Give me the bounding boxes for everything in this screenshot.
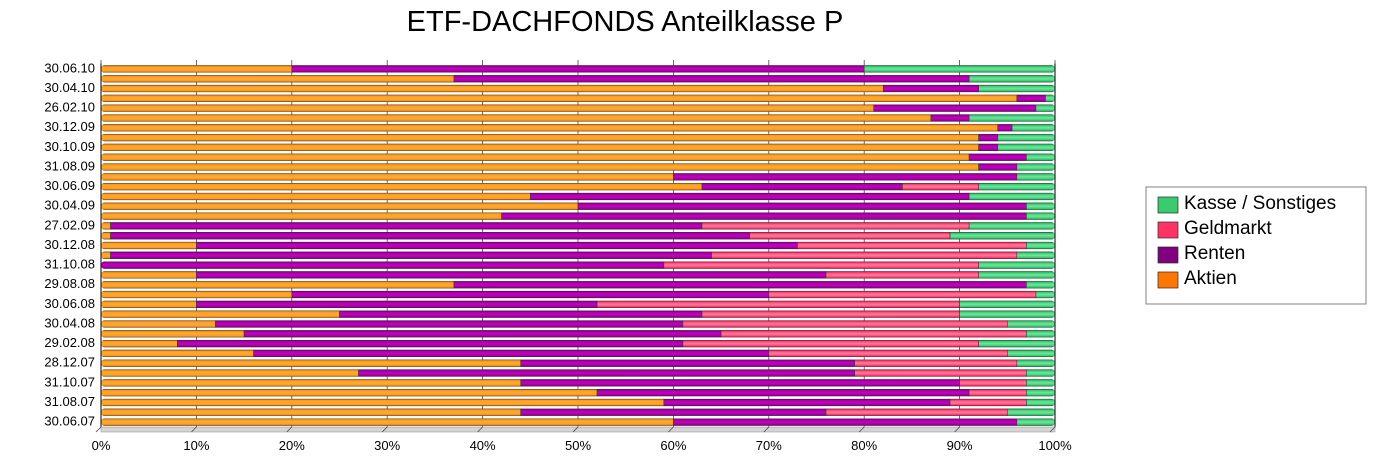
svg-text:100%: 100% [1038,438,1072,453]
svg-text:30%: 30% [374,438,400,453]
svg-text:27.02.09: 27.02.09 [44,217,95,232]
svg-text:31.10.08: 31.10.08 [44,257,95,272]
svg-text:0%: 0% [92,438,111,453]
svg-text:31.08.09: 31.08.09 [44,158,95,173]
svg-text:29.02.08: 29.02.08 [44,335,95,350]
svg-text:50%: 50% [565,438,591,453]
svg-text:90%: 90% [947,438,973,453]
svg-text:29.08.08: 29.08.08 [44,276,95,291]
svg-text:10%: 10% [183,438,209,453]
svg-text:Kasse / Sonstiges: Kasse / Sonstiges [1184,193,1336,214]
svg-text:31.08.07: 31.08.07 [44,394,95,409]
svg-text:40%: 40% [470,438,496,453]
svg-text:30.12.08: 30.12.08 [44,237,95,252]
svg-text:Aktien: Aktien [1184,268,1237,289]
svg-text:70%: 70% [756,438,782,453]
svg-text:30.04.10: 30.04.10 [44,80,95,95]
svg-text:30.10.09: 30.10.09 [44,139,95,154]
svg-text:60%: 60% [660,438,686,453]
svg-text:31.10.07: 31.10.07 [44,374,95,389]
svg-text:Geldmarkt: Geldmarkt [1184,218,1272,239]
svg-text:28.12.07: 28.12.07 [44,355,95,370]
svg-text:30.06.08: 30.06.08 [44,296,95,311]
svg-text:30.06.09: 30.06.09 [44,178,95,193]
svg-text:Renten: Renten [1184,243,1245,264]
svg-text:30.04.08: 30.04.08 [44,315,95,330]
svg-text:30.04.09: 30.04.09 [44,198,95,213]
svg-text:26.02.10: 26.02.10 [44,100,95,115]
svg-text:30.06.10: 30.06.10 [44,60,95,75]
svg-text:30.06.07: 30.06.07 [44,414,95,429]
svg-text:30.12.09: 30.12.09 [44,119,95,134]
svg-text:80%: 80% [851,438,877,453]
svg-text:20%: 20% [279,438,305,453]
